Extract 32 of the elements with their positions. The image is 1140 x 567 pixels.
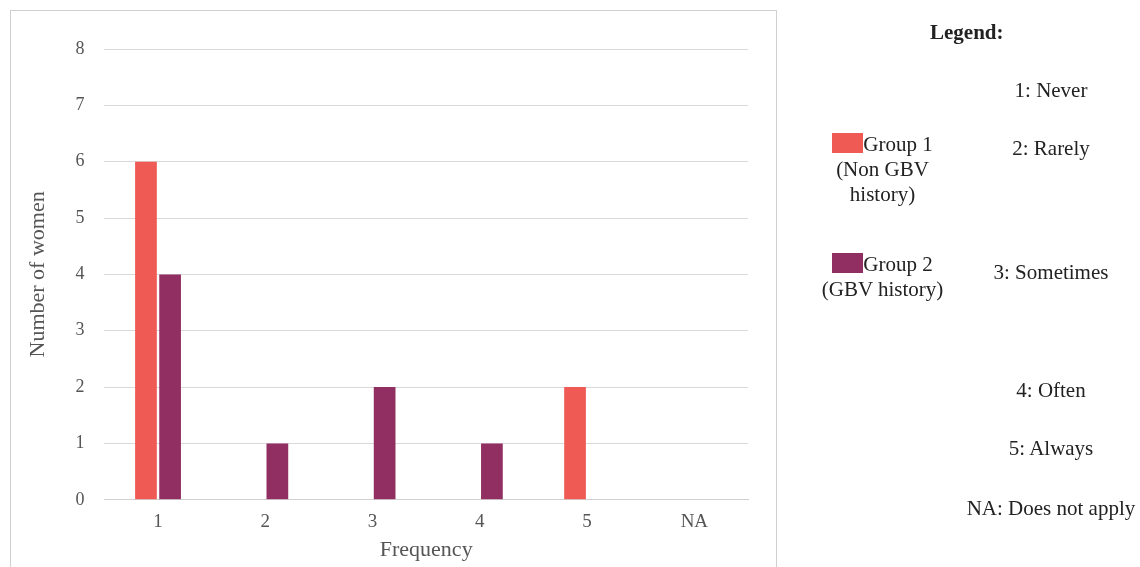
y-tick-label: 2: [75, 375, 85, 396]
legend-title: Legend:: [930, 20, 1004, 45]
legend-label: Group 2 (GBV history): [820, 252, 945, 302]
x-tick-label: NA: [680, 510, 709, 532]
bar: [159, 274, 181, 500]
legend-label: Group 1 (Non GBV history): [835, 132, 934, 207]
bar: [266, 443, 289, 500]
bar: [564, 387, 586, 500]
y-axis-title: Number of women: [23, 191, 49, 358]
text: 1: Never: [1013, 78, 1089, 103]
x-tick-label: 1: [153, 510, 163, 532]
x-axis-title: Frequency: [379, 535, 473, 561]
text: NA: Does not apply: [966, 496, 1136, 521]
bar: [135, 161, 157, 500]
y-tick-label: 5: [75, 206, 85, 227]
y-tick-label: 1: [75, 432, 85, 453]
x-tick-label: 2: [260, 510, 271, 532]
y-tick-label: 7: [75, 94, 85, 115]
x-tick-label: 4: [475, 510, 486, 532]
y-tick-label: 0: [75, 488, 85, 509]
text: 3: Sometimes: [992, 260, 1110, 285]
y-tick-label: 8: [75, 37, 85, 58]
x-tick-label: 5: [582, 510, 592, 532]
text: 2: Rarely: [1011, 136, 1091, 161]
text: 5: Always: [1007, 436, 1095, 461]
y-tick-label: 3: [75, 319, 85, 340]
bar: [481, 443, 503, 500]
bar: [373, 387, 396, 500]
text: 4: Often: [1015, 378, 1087, 403]
y-tick-label: 4: [75, 263, 85, 284]
x-tick-label: 3: [367, 510, 378, 532]
y-tick-label: 6: [75, 150, 85, 171]
